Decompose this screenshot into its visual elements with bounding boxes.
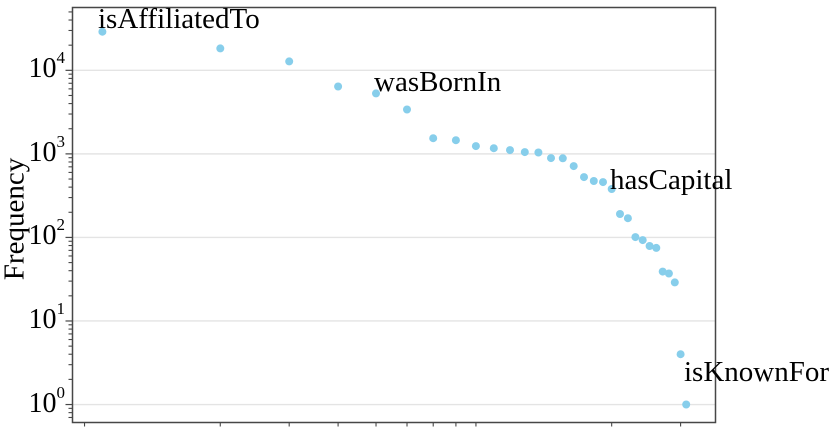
data-point: [607, 185, 616, 193]
data-point: [580, 173, 588, 182]
data-point: [569, 162, 578, 171]
data-point: [489, 144, 498, 153]
data-point: [645, 242, 654, 250]
annotation-isKnownFor: isKnownFor: [684, 356, 830, 388]
data-point: [520, 148, 529, 157]
data-point: [547, 154, 555, 163]
data-point: [403, 105, 411, 114]
data-point: [658, 267, 667, 276]
y-tick-label: 100: [28, 382, 66, 419]
data-point: [334, 82, 343, 91]
data-point: [429, 134, 438, 143]
annotation-isAffiliatedTo: isAffiliatedTo: [98, 3, 260, 35]
y-tick-label: 104: [28, 48, 66, 85]
data-point: [631, 233, 640, 242]
y-tick-label: 103: [28, 131, 66, 168]
plot-border: [71, 6, 717, 424]
annotation-hasCapital: hasCapital: [610, 164, 733, 196]
data-point: [216, 44, 225, 53]
data-point: [664, 269, 673, 278]
data-point: [623, 214, 632, 223]
data-point: [652, 243, 661, 252]
data-point: [558, 154, 567, 163]
data-point: [589, 177, 598, 185]
y-tick-label: 101: [28, 298, 66, 335]
data-point: [676, 350, 685, 359]
data-point: [98, 27, 107, 36]
annotation-wasBornIn: wasBornIn: [374, 66, 502, 98]
data-point: [599, 178, 607, 187]
data-point: [451, 136, 460, 145]
y-tick-label: 102: [28, 215, 66, 252]
data-point: [670, 278, 679, 287]
data-point: [638, 236, 647, 245]
data-point: [506, 146, 514, 155]
data-point: [534, 148, 543, 157]
data-point: [285, 57, 294, 66]
data-point: [372, 89, 380, 98]
data-point: [471, 142, 480, 151]
data-point: [616, 210, 624, 218]
data-point: [682, 400, 691, 409]
